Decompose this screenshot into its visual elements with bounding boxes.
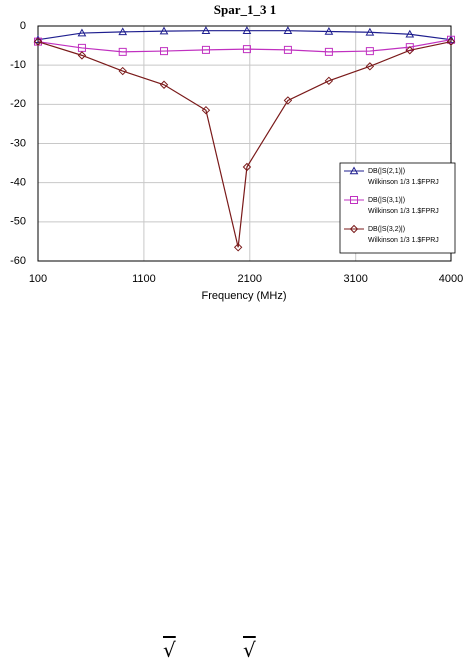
- series-line: [37, 30, 452, 41]
- symbol: √: [163, 638, 176, 662]
- legend-source: Wilkinson 1/3 1.$FPRJ: [368, 179, 439, 186]
- marker: [34, 37, 42, 46]
- x-axis-label: Frequency (MHz): [202, 290, 287, 302]
- x-tick-label: 100: [29, 273, 47, 285]
- marker: [242, 162, 252, 172]
- marker: [349, 224, 359, 234]
- marker: [365, 62, 375, 71]
- marker: [160, 47, 169, 56]
- marker: [201, 106, 211, 115]
- chart: Spar_1_3 1 Frequency (MHz) 0 -10 -20 -30 -40…: [10, 2, 463, 302]
- marker: [242, 26, 252, 34]
- marker: [365, 27, 375, 36]
- legend-label: DB(|S(3,2)|): [368, 226, 405, 233]
- y-tick-label: -50: [10, 216, 26, 228]
- y-tick-label: -40: [10, 177, 26, 189]
- x-tick-label: 4000: [439, 273, 463, 285]
- y-tick-label: -20: [10, 98, 26, 110]
- marker: [283, 45, 292, 54]
- marker: [159, 80, 169, 89]
- marker: [242, 45, 251, 54]
- marker: [446, 37, 456, 46]
- series-line: [37, 41, 452, 248]
- marker: [118, 27, 128, 36]
- legend-box: [339, 162, 456, 254]
- marker: [283, 26, 293, 34]
- x-tick-label: 3100: [343, 273, 367, 285]
- legend-source: Wilkinson 1/3 1.$FPRJ: [368, 237, 439, 244]
- series-line: [37, 39, 452, 53]
- y-tick-label: -60: [10, 255, 26, 267]
- marker: [118, 66, 127, 76]
- symbol: √: [243, 638, 256, 662]
- legend-label: DB(|S(3,1)|): [368, 197, 405, 204]
- marker: [77, 51, 87, 60]
- marker: [350, 196, 358, 204]
- marker: [77, 28, 87, 37]
- marker: [405, 46, 415, 55]
- marker: [283, 96, 293, 105]
- legend-source: Wilkinson 1/3 1.$FPRJ: [368, 208, 439, 215]
- y-tick-label: -30: [10, 137, 26, 149]
- marker: [201, 45, 210, 54]
- x-tick-label: 2100: [238, 273, 262, 285]
- marker: [324, 47, 333, 56]
- marker: [324, 26, 334, 35]
- chart-title: Spar_1_3 1: [214, 2, 276, 17]
- marker: [349, 166, 359, 175]
- x-tick-label: 1100: [132, 273, 156, 285]
- marker: [201, 26, 211, 34]
- marker: [159, 26, 169, 35]
- marker: [324, 76, 334, 86]
- marker: [33, 37, 43, 46]
- y-tick-label: -10: [10, 59, 26, 71]
- marker: [447, 35, 455, 44]
- y-tick-label: 0: [20, 20, 26, 32]
- legend-label: DB(|S(2,1)|): [368, 168, 405, 175]
- marker: [365, 47, 374, 56]
- marker: [118, 47, 127, 56]
- marker: [233, 243, 243, 252]
- marker: [405, 29, 415, 38]
- marker: [77, 43, 86, 52]
- plot-frame: [37, 25, 452, 262]
